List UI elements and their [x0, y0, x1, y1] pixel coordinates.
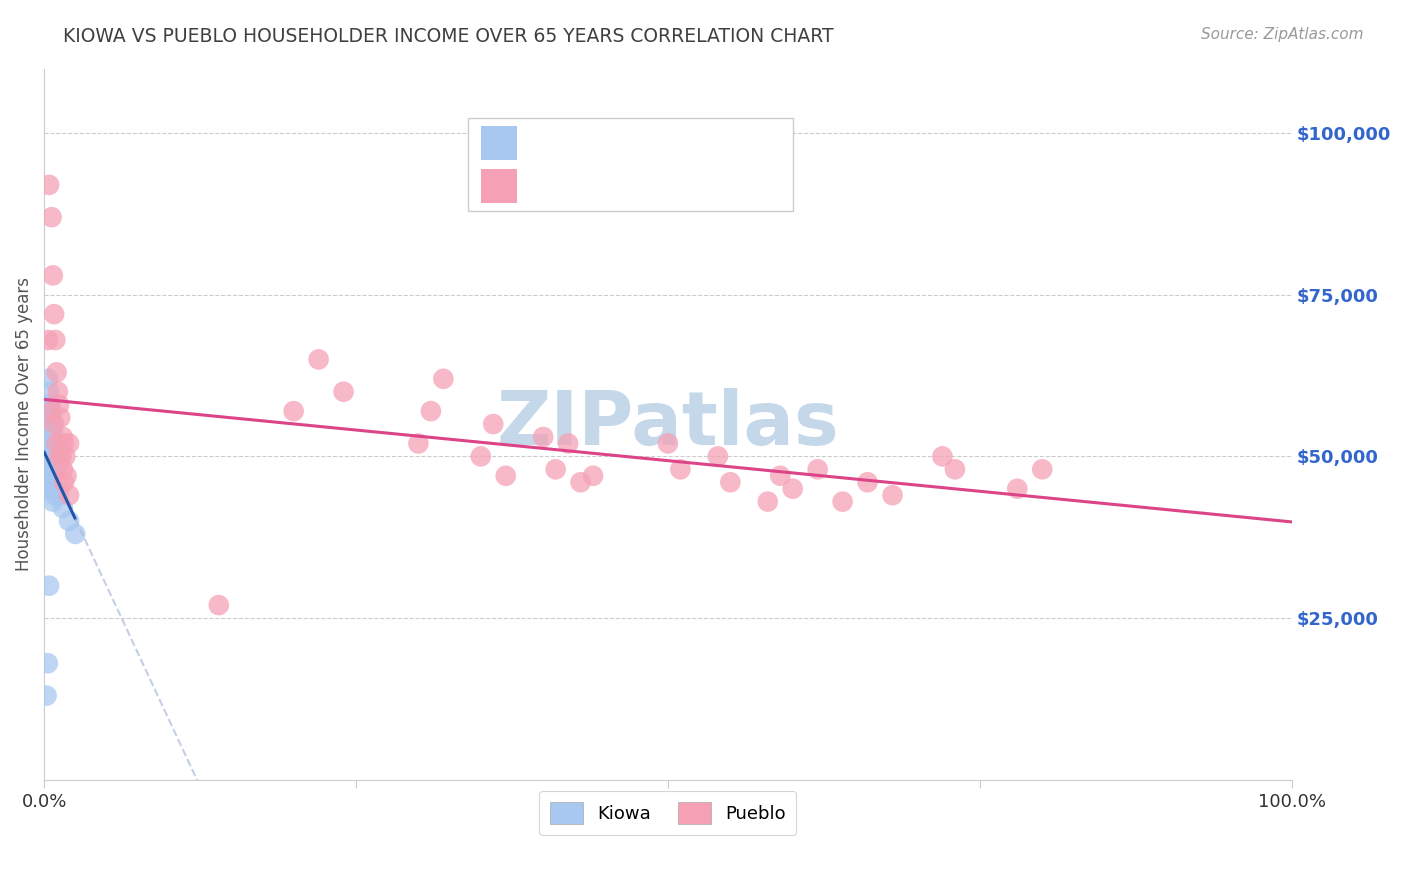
Point	[482, 417, 505, 431]
Point	[882, 488, 904, 502]
Point	[49, 410, 72, 425]
Point	[718, 475, 741, 490]
Point	[45, 436, 67, 450]
Point	[531, 430, 554, 444]
Point	[37, 333, 59, 347]
Point	[42, 442, 65, 457]
Point	[707, 450, 730, 464]
Point	[44, 450, 66, 464]
Point	[42, 488, 65, 502]
Point	[42, 424, 65, 438]
Point	[495, 468, 517, 483]
Text: Source: ZipAtlas.com: Source: ZipAtlas.com	[1201, 27, 1364, 42]
Point	[432, 372, 454, 386]
Text: KIOWA VS PUEBLO HOUSEHOLDER INCOME OVER 65 YEARS CORRELATION CHART: KIOWA VS PUEBLO HOUSEHOLDER INCOME OVER …	[63, 27, 834, 45]
Point	[39, 398, 62, 412]
Point	[58, 488, 80, 502]
Point	[37, 398, 59, 412]
Point	[38, 450, 60, 464]
Point	[35, 689, 58, 703]
Point	[55, 468, 77, 483]
Point	[569, 475, 592, 490]
Point	[931, 450, 953, 464]
Point	[41, 450, 63, 464]
Point	[38, 579, 60, 593]
Point	[52, 501, 75, 516]
Point	[65, 527, 87, 541]
Point	[38, 410, 60, 425]
Legend: Kiowa, Pueblo: Kiowa, Pueblo	[540, 791, 796, 835]
Point	[1031, 462, 1053, 476]
Point	[52, 430, 75, 444]
Point	[37, 657, 59, 671]
Point	[45, 365, 67, 379]
Point	[657, 436, 679, 450]
Point	[756, 494, 779, 508]
Point	[44, 482, 66, 496]
Point	[48, 450, 70, 464]
Point	[42, 436, 65, 450]
Point	[46, 384, 69, 399]
Point	[44, 333, 66, 347]
Point	[58, 514, 80, 528]
Point	[544, 462, 567, 476]
Point	[42, 307, 65, 321]
Point	[38, 384, 60, 399]
Point	[39, 482, 62, 496]
Point	[41, 410, 63, 425]
Point	[208, 598, 231, 612]
Point	[283, 404, 305, 418]
Point	[769, 468, 792, 483]
Point	[35, 424, 58, 438]
Point	[582, 468, 605, 483]
Point	[1007, 482, 1029, 496]
Point	[45, 462, 67, 476]
Point	[52, 462, 75, 476]
Point	[37, 372, 59, 386]
Point	[308, 352, 330, 367]
Point	[408, 436, 430, 450]
Point	[557, 436, 579, 450]
Point	[782, 482, 804, 496]
Point	[35, 404, 58, 418]
Point	[669, 462, 692, 476]
Point	[39, 436, 62, 450]
Point	[41, 475, 63, 490]
Point	[856, 475, 879, 490]
Point	[807, 462, 830, 476]
Point	[332, 384, 354, 399]
Point	[419, 404, 441, 418]
Point	[39, 417, 62, 431]
Point	[51, 450, 73, 464]
Point	[38, 430, 60, 444]
Point	[48, 488, 70, 502]
Point	[39, 462, 62, 476]
Point	[58, 436, 80, 450]
Point	[53, 450, 76, 464]
Point	[42, 468, 65, 483]
Text: ZIPatlas: ZIPatlas	[496, 387, 839, 460]
Point	[41, 211, 63, 225]
Point	[41, 430, 63, 444]
Y-axis label: Householder Income Over 65 years: Householder Income Over 65 years	[15, 277, 32, 571]
Point	[48, 398, 70, 412]
Point	[42, 494, 65, 508]
Point	[42, 462, 65, 476]
Point	[38, 178, 60, 192]
Point	[470, 450, 492, 464]
Point	[42, 417, 65, 431]
Point	[943, 462, 966, 476]
Point	[41, 404, 63, 418]
Point	[53, 475, 76, 490]
Point	[53, 436, 76, 450]
Point	[831, 494, 853, 508]
Point	[37, 417, 59, 431]
Point	[42, 268, 65, 283]
